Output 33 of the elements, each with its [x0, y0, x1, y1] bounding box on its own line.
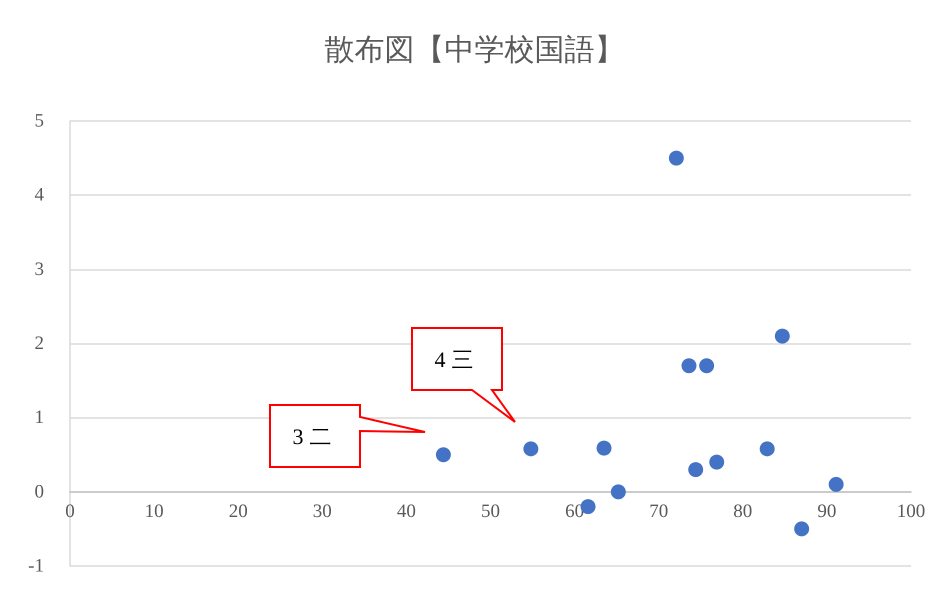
y-tick-label: 5 — [34, 110, 44, 132]
x-tick-label: 20 — [228, 501, 248, 522]
y-tick-label: 2 — [34, 333, 44, 354]
chart-title: 散布図【中学校国語】 — [324, 34, 624, 66]
point — [668, 150, 684, 166]
annotation: 4三 — [434, 346, 480, 374]
point — [610, 484, 626, 500]
y-tick-label: 1 — [34, 407, 44, 428]
y-tick-label: 0 — [34, 481, 44, 502]
point — [774, 328, 790, 344]
y-tick-label: 3 — [34, 258, 44, 280]
point — [596, 440, 612, 456]
x-tick-label: 70 — [649, 501, 668, 522]
x-tick-label: 80 — [733, 501, 752, 522]
x-tick-label: 100 — [896, 501, 926, 522]
x-tick-label: 90 — [817, 501, 836, 522]
x-tick-label: 40 — [396, 501, 416, 522]
point — [760, 441, 775, 456]
point — [794, 521, 810, 536]
point — [436, 447, 451, 462]
y-tick-label: -1 — [28, 556, 44, 576]
point — [681, 358, 696, 374]
point — [688, 462, 704, 478]
point — [699, 358, 714, 374]
point — [828, 476, 844, 492]
x-tick-label: 0 — [65, 501, 75, 522]
y-tick-label: 4 — [34, 184, 44, 206]
point — [523, 441, 538, 456]
x-tick-label: 50 — [481, 501, 500, 522]
x-tick-label: 30 — [312, 501, 332, 522]
point — [709, 454, 724, 470]
x-tick-label: 10 — [144, 501, 164, 522]
annotation: 3二 — [292, 423, 338, 451]
